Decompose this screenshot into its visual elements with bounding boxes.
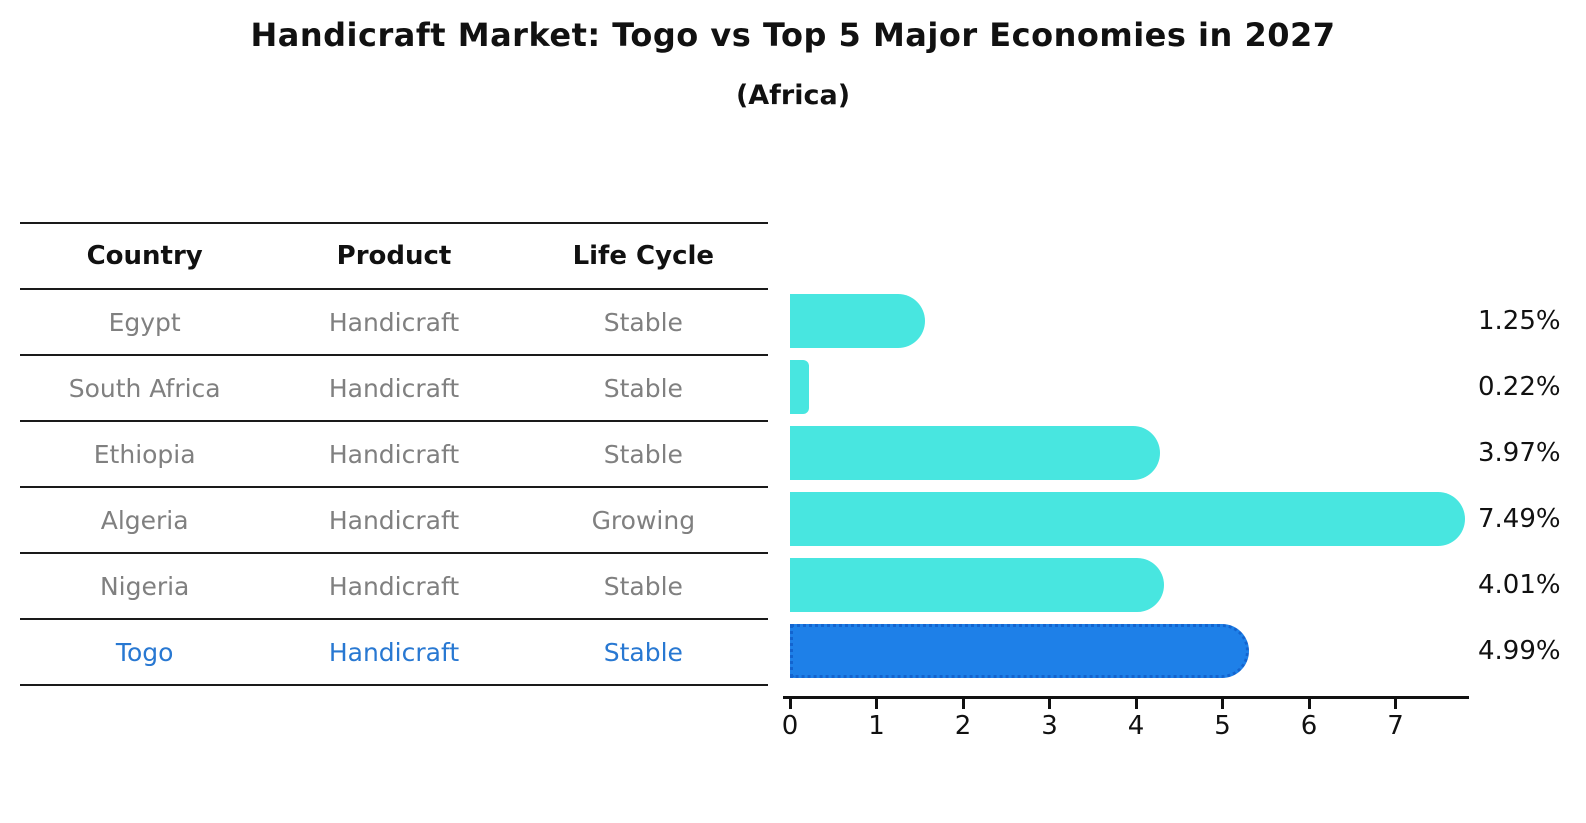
- cell-product: Handicraft: [328, 307, 460, 337]
- x-tick-label-6: 6: [1300, 711, 1318, 741]
- cell-product: Handicraft: [328, 505, 460, 535]
- x-tick-mark-3: [1048, 699, 1051, 709]
- cell-country: Ethiopia: [93, 439, 196, 469]
- table-row-south-africa: South Africa Handicraft Stable: [20, 354, 768, 420]
- x-tick-mark-5: [1221, 699, 1224, 709]
- x-tick-mark-0: [788, 699, 792, 709]
- cell-life-cycle: Stable: [603, 373, 683, 403]
- cell-product: Handicraft: [328, 637, 460, 667]
- table-row-nigeria: Nigeria Handicraft Stable: [20, 552, 768, 618]
- value-label-egypt: 1.25%: [1478, 306, 1561, 336]
- cell-country: Algeria: [100, 505, 189, 535]
- x-tick-mark-6: [1307, 699, 1311, 709]
- cell-life-cycle: Stable: [603, 439, 683, 469]
- x-tick-label-5: 5: [1214, 711, 1231, 741]
- x-tick-label-2: 2: [954, 711, 972, 741]
- value-label-nigeria: 4.01%: [1478, 570, 1561, 600]
- x-tick-label-0: 0: [781, 711, 799, 741]
- table-row-egypt: Egypt Handicraft Stable: [20, 288, 768, 354]
- bar-algeria: [790, 492, 1465, 546]
- cell-country: South Africa: [68, 373, 221, 403]
- bar-ethiopia: [790, 426, 1161, 480]
- column-header-lifecycle: Life Cycle: [572, 241, 715, 271]
- x-axis-line: [783, 696, 1469, 699]
- cell-product: Handicraft: [328, 439, 460, 469]
- cell-life-cycle: Stable: [603, 637, 683, 667]
- x-tick-label-3: 3: [1041, 711, 1058, 741]
- bar-togo: [790, 624, 1249, 678]
- comparison-table: Country Product Life Cycle Egypt Handicra…: [20, 222, 768, 686]
- value-label-algeria: 7.49%: [1478, 504, 1561, 534]
- bar-egypt: [790, 294, 926, 348]
- x-tick-mark-2: [961, 699, 965, 709]
- chart-subtitle: (Africa): [735, 80, 851, 111]
- x-tick-label-7: 7: [1387, 711, 1404, 741]
- x-tick-label-4: 4: [1127, 711, 1145, 741]
- cell-country: Nigeria: [99, 571, 190, 601]
- value-label-togo: 4.99%: [1478, 636, 1561, 666]
- cell-product: Handicraft: [328, 373, 460, 403]
- cell-country: Egypt: [108, 307, 181, 337]
- column-header-country: Country: [86, 241, 203, 271]
- cell-life-cycle: Stable: [603, 307, 683, 337]
- x-tick-label-1: 1: [868, 711, 885, 741]
- value-label-ethiopia: 3.97%: [1478, 438, 1561, 468]
- cell-product: Handicraft: [328, 571, 460, 601]
- value-label-south-africa: 0.22%: [1478, 372, 1561, 402]
- column-header-product: Product: [336, 241, 452, 271]
- chart-title: Handicraft Market: Togo vs Top 5 Major E…: [250, 16, 1336, 54]
- cell-life-cycle: Growing: [591, 505, 696, 535]
- cell-country: Togo: [115, 637, 174, 667]
- bar-nigeria: [790, 558, 1164, 612]
- x-tick-mark-4: [1134, 699, 1138, 709]
- table-row-ethiopia: Ethiopia Handicraft Stable: [20, 420, 768, 486]
- x-tick-mark-7: [1394, 699, 1397, 709]
- table-header-row: Country Product Life Cycle: [20, 222, 768, 288]
- table-row-togo: Togo Handicraft Stable: [20, 618, 768, 684]
- cell-life-cycle: Stable: [603, 571, 683, 601]
- bar-south-africa: [790, 360, 810, 414]
- x-tick-mark-1: [875, 699, 878, 709]
- table-row-algeria: Algeria Handicraft Growing: [20, 486, 768, 552]
